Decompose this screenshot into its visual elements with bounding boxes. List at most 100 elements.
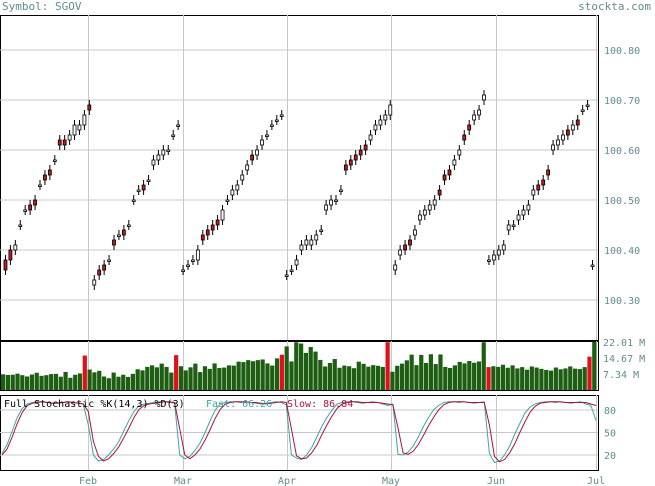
volume-bar <box>544 369 549 390</box>
candle-body <box>541 179 546 186</box>
volume-bar <box>15 373 20 390</box>
month-label: Jun <box>487 476 505 486</box>
candle-body <box>289 269 294 272</box>
volume-bar <box>572 368 578 390</box>
volume-bar <box>265 363 270 390</box>
candle-body <box>482 94 486 101</box>
volume-bar <box>486 367 491 390</box>
volume-bar <box>299 343 304 390</box>
stoch-title: Full Stochastic %K(14,3) %D(3) <box>4 399 185 410</box>
candle-body <box>551 144 555 151</box>
candle-body <box>52 159 57 162</box>
candle-body <box>240 174 245 181</box>
candle-body <box>427 204 432 211</box>
volume-bar <box>73 374 78 390</box>
price-tick-label: 100.60 <box>604 146 640 157</box>
volume-bar <box>255 360 260 390</box>
volume-bar <box>44 375 49 390</box>
candle-body <box>279 114 284 117</box>
site-label[interactable]: stockta.com <box>578 0 651 13</box>
candle-body <box>324 204 329 211</box>
volume-bar <box>592 342 597 390</box>
candle-body <box>269 124 274 127</box>
volume-bar <box>58 376 63 390</box>
candle-body <box>33 199 37 206</box>
volume-bar <box>347 366 352 390</box>
volume-bar <box>303 352 309 390</box>
panel-frame <box>0 15 599 341</box>
volume-bar <box>236 361 241 390</box>
candle-body <box>590 264 595 267</box>
volume-bar <box>25 376 30 390</box>
volume-bar <box>462 363 467 390</box>
volume-bar <box>125 376 131 390</box>
candle-body <box>575 119 580 126</box>
candle-body <box>462 134 467 141</box>
volume-bar <box>375 365 381 390</box>
volume-bar <box>361 363 366 390</box>
candle-body <box>526 204 531 211</box>
volume-bar <box>496 366 501 390</box>
candle-body <box>107 259 111 262</box>
volume-bar <box>582 367 587 390</box>
candle-body <box>319 229 324 232</box>
volume-tick-label: 22.01 M <box>603 338 645 349</box>
candle-body <box>220 209 225 221</box>
panel-frame <box>0 341 599 391</box>
stoch-tick-label: 20 <box>604 451 616 462</box>
volume-bar <box>217 367 222 390</box>
volume-bar <box>159 363 164 390</box>
candle-body <box>121 229 126 236</box>
candle-body <box>235 184 240 191</box>
candle-body <box>339 189 343 192</box>
volume-bar <box>443 366 448 390</box>
price-tick-label: 100.40 <box>604 246 640 257</box>
candle-body <box>309 239 314 246</box>
candle-body <box>437 189 442 196</box>
candle-body <box>215 219 220 226</box>
volume-bar <box>121 374 126 390</box>
candle-body <box>511 224 516 227</box>
volume-bar <box>409 354 414 390</box>
volume-bar <box>342 365 347 390</box>
candle-body <box>398 249 403 256</box>
candle-body <box>245 164 250 171</box>
volume-bar <box>548 370 554 390</box>
candle-body <box>205 229 210 236</box>
candle-body <box>487 259 491 262</box>
candle-body <box>195 249 200 261</box>
candle-body <box>62 139 67 146</box>
volume-bar <box>385 342 390 390</box>
volume-bar <box>145 366 150 390</box>
candle-body <box>82 114 87 126</box>
candle-body <box>565 129 570 136</box>
candle-body <box>57 139 62 146</box>
volume-bar <box>327 362 333 390</box>
candle-body <box>373 124 378 131</box>
stoch-fast-line <box>1 401 597 464</box>
candle-body <box>112 239 116 246</box>
volume-panel: 22.01 M 14.67 M 7.34 M <box>0 338 645 391</box>
volume-bar <box>154 367 160 390</box>
candle-body <box>284 274 289 277</box>
volume-bar <box>318 359 323 390</box>
candle-body <box>516 214 521 221</box>
month-label: May <box>382 476 400 486</box>
candle-body <box>181 269 185 272</box>
volume-bar <box>308 347 313 390</box>
volume-bar <box>419 354 424 390</box>
candle-body <box>156 154 161 161</box>
candle-body <box>67 134 72 141</box>
volume-bar <box>270 365 275 390</box>
candle-body <box>230 189 235 196</box>
month-label: Apr <box>278 476 296 486</box>
volume-bar <box>63 371 68 390</box>
volume-bar <box>313 351 318 390</box>
volume-bar <box>135 369 140 390</box>
candle-body <box>161 149 166 156</box>
candle-body <box>570 124 575 131</box>
volume-bar <box>337 367 342 390</box>
volume-bar <box>188 367 193 390</box>
volume-bar <box>356 361 361 390</box>
candle-body <box>18 224 23 227</box>
